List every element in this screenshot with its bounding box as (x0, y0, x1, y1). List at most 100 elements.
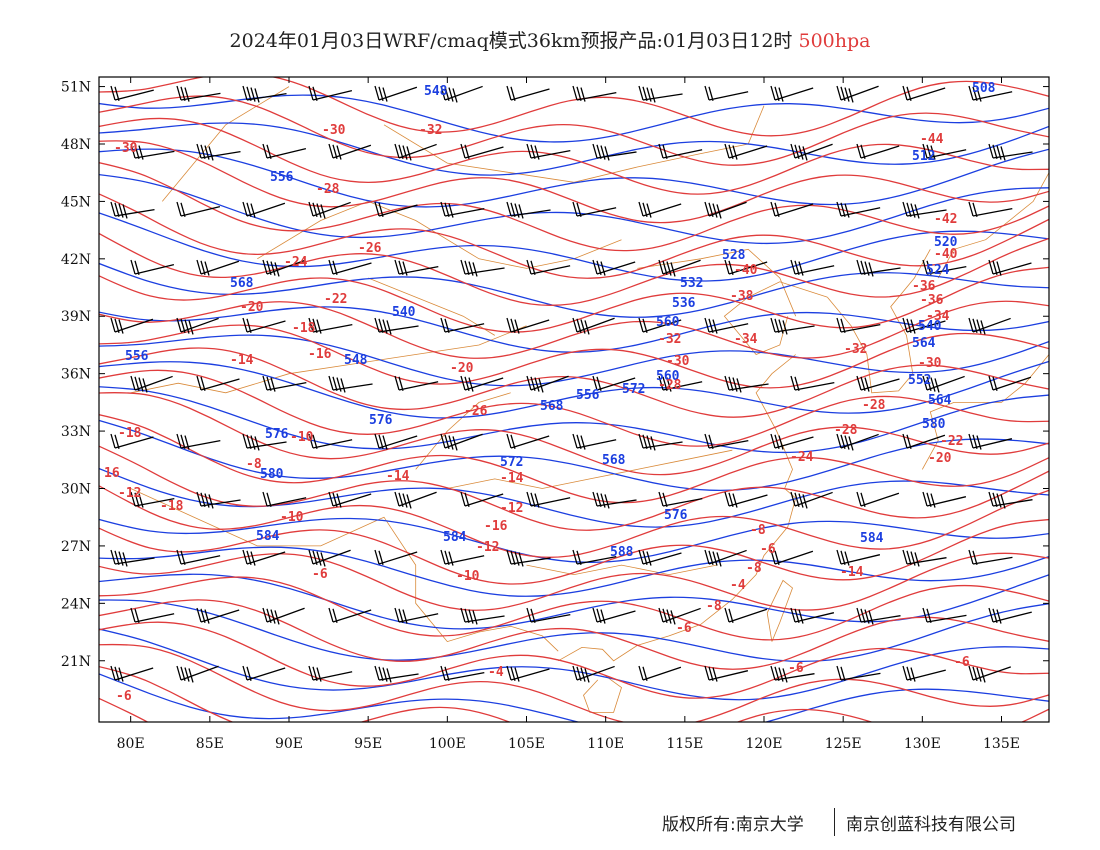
wind-barb-flag (906, 666, 912, 681)
wind-barb-flag (774, 318, 780, 333)
wind-barb-flag (572, 549, 578, 565)
wind-barb-flag (572, 433, 578, 449)
temperature-contour-label: -32 (844, 342, 867, 357)
wind-barb (328, 375, 373, 393)
temperature-contour-label: -12 (500, 501, 523, 516)
wind-barb-flag (394, 607, 400, 623)
height-contour-label: 552 (908, 373, 931, 388)
temperature-contour (99, 552, 1049, 611)
wind-barb (856, 375, 900, 392)
wind-barb-shaft (662, 149, 703, 159)
wind-barb (526, 491, 571, 508)
wind-barb-flag (382, 87, 388, 102)
wind-barb-flag (204, 145, 210, 160)
wind-barb-flag (246, 666, 252, 681)
wind-barb-flag (332, 260, 338, 275)
wind-barb-flag (670, 610, 676, 625)
wind-barb-flag (576, 318, 582, 333)
wind-barb-flag (184, 667, 190, 682)
wind-barb-flag (118, 319, 124, 334)
y-tick-label: 42N (61, 252, 91, 268)
temperature-contour-label: -34 (734, 332, 758, 347)
wind-barb-flag (596, 608, 602, 623)
wind-barb-flag (798, 609, 804, 624)
wind-barb-shaft (728, 608, 768, 623)
height-contour (99, 628, 1049, 701)
wind-barb-flag (572, 201, 578, 217)
wind-barb-flag (440, 201, 446, 217)
wind-barb (856, 491, 900, 507)
coastline-3 (826, 249, 931, 394)
temperature-contour-label: -8 (246, 457, 262, 472)
wind-barb-flag (110, 317, 116, 333)
wind-barb (176, 85, 221, 102)
wind-barb (658, 491, 703, 507)
wind-barb (902, 201, 947, 219)
wind-barb-flag (988, 491, 994, 507)
wind-barb-flag (514, 667, 520, 682)
wind-barb-flag (902, 85, 908, 101)
height-contour (99, 94, 1049, 143)
wind-barb (770, 201, 814, 217)
temperature-contour (99, 518, 1049, 585)
wind-barb-flag (328, 607, 334, 623)
wind-barb-flag (856, 607, 862, 623)
wind-barb-flag (378, 666, 384, 681)
wind-barb-flag (996, 145, 1002, 160)
wind-barb-flag (666, 609, 672, 624)
wind-barb (968, 85, 1013, 102)
wind-barb (572, 201, 617, 217)
wind-barb-flag (704, 665, 710, 681)
wind-barb-shaft (642, 666, 682, 681)
temperature-contour-label: -26 (464, 404, 488, 419)
wind-barb-flag (242, 433, 248, 449)
wind-barb (770, 665, 815, 683)
temperature-contour-label: -32 (658, 332, 681, 347)
wind-barb (856, 607, 901, 625)
wind-barb-flag (270, 261, 276, 276)
wind-barb-flag (460, 259, 466, 275)
coastline-13 (447, 449, 733, 489)
wind-barb (724, 607, 768, 623)
wind-barb-flag (868, 610, 874, 625)
wind-barb-flag (122, 204, 128, 219)
wind-barb-flag (378, 550, 384, 565)
height-contour (99, 546, 1049, 597)
wind-barb-flag (848, 88, 854, 103)
wind-barb-flag (464, 260, 470, 275)
temperature-contour-label: -28 (316, 182, 340, 197)
height-contour (99, 262, 1049, 318)
wind-barb-flag (572, 317, 578, 333)
wind-barb-flag (308, 317, 314, 333)
wind-barb-flag (914, 552, 920, 567)
height-contour-label: 556 (270, 170, 294, 185)
wind-barb-flag (312, 202, 318, 217)
wind-barb-flag (176, 665, 182, 681)
coastline-1 (637, 248, 797, 317)
wind-barb-flag (708, 86, 714, 101)
wind-barb-flag (662, 260, 668, 275)
wind-barb-flag (460, 143, 466, 159)
wind-barb-flag (910, 319, 916, 334)
wind-barb-flag (642, 550, 648, 565)
wind-barb-flag (328, 375, 334, 391)
wind-barb-flag (910, 203, 916, 218)
wind-barb-flag (468, 377, 474, 392)
height-contour (99, 334, 1049, 387)
wind-barb-flag (382, 319, 388, 334)
y-tick-label: 36N (61, 367, 91, 383)
wind-barb-flag (592, 375, 598, 391)
wind-barb-flag (460, 607, 466, 623)
wind-barb-shaft (972, 556, 1013, 565)
wind-barb-shaft (708, 91, 749, 101)
wind-barb-flag (200, 492, 206, 507)
wind-barb-shaft (180, 555, 221, 565)
wind-barb-flag (662, 608, 668, 623)
wind-barb-flag (398, 608, 404, 623)
temperature-contour-label: -14 (386, 469, 410, 484)
wind-barb-shaft (464, 146, 504, 159)
wind-barb-shaft (926, 614, 967, 623)
wind-barb-flag (770, 201, 776, 217)
wind-barb-flag (728, 144, 734, 159)
y-tick-label: 51N (61, 80, 91, 96)
